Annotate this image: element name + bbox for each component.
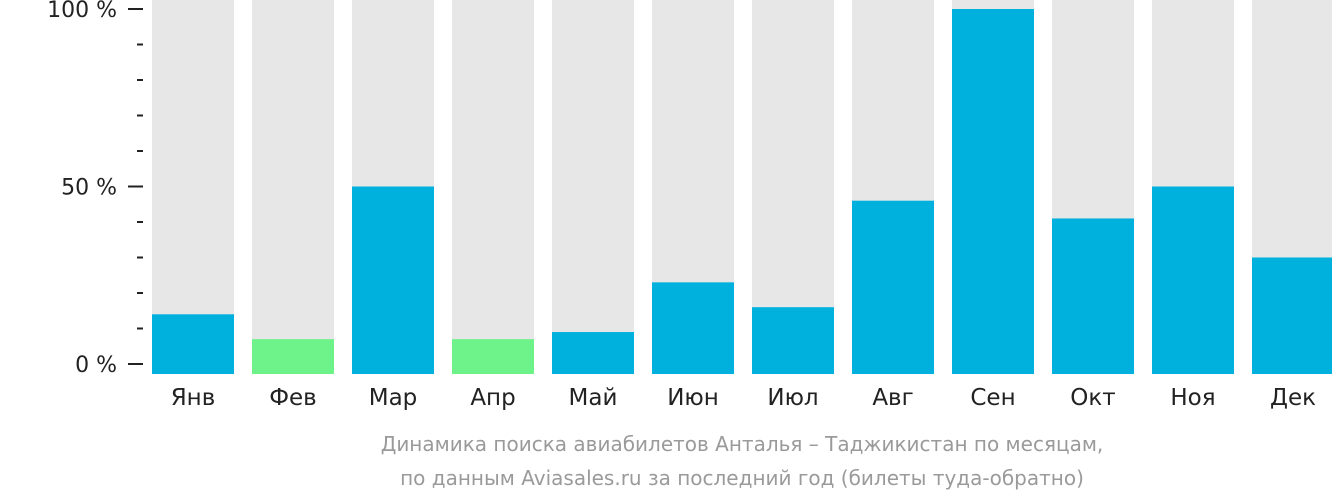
chart-caption-line-2: по данным Aviasales.ru за последний год … xyxy=(400,466,1084,490)
x-tick-label: Авг xyxy=(872,385,913,411)
x-tick-label: Фев xyxy=(269,385,317,411)
bars xyxy=(152,0,1332,374)
x-tick-label: Июн xyxy=(667,385,719,411)
bar-1 xyxy=(152,314,234,374)
bar-12 xyxy=(1252,257,1332,374)
y-axis: 0 % 50 % 100 % xyxy=(47,0,143,378)
y-tick-label: 100 % xyxy=(47,0,117,23)
x-tick-label: Сен xyxy=(970,385,1015,411)
bar-3 xyxy=(352,186,434,374)
y-tick-label: 0 % xyxy=(75,353,117,378)
x-tick-label: Янв xyxy=(171,385,216,411)
chart-caption-line-1: Динамика поиска авиабилетов Анталья – Та… xyxy=(380,432,1104,456)
bar-track xyxy=(152,0,234,374)
x-tick-label: Май xyxy=(569,385,618,411)
bar-10 xyxy=(1052,218,1134,374)
bar-5 xyxy=(552,332,634,374)
x-tick-label: Июл xyxy=(767,385,818,411)
bar-9 xyxy=(952,9,1034,374)
bar-4 xyxy=(452,339,534,374)
x-tick-label: Апр xyxy=(470,385,515,411)
x-tick-label: Окт xyxy=(1070,385,1115,411)
bar-track xyxy=(252,0,334,374)
x-tick-label: Дек xyxy=(1270,385,1316,411)
x-axis-labels: Янв Фев Мар Апр Май Июн Июл Авг Сен Окт Ноя Дек xyxy=(171,385,1316,411)
y-tick-label: 50 % xyxy=(61,176,117,201)
bar-6 xyxy=(652,282,734,374)
x-tick-label: Ноя xyxy=(1170,385,1215,411)
x-tick-label: Мар xyxy=(369,385,418,411)
bar-2 xyxy=(252,339,334,374)
bar-8 xyxy=(852,200,934,374)
bar-track xyxy=(452,0,534,374)
bar-7 xyxy=(752,307,834,374)
bar-11 xyxy=(1152,186,1234,374)
bar-track xyxy=(552,0,634,374)
